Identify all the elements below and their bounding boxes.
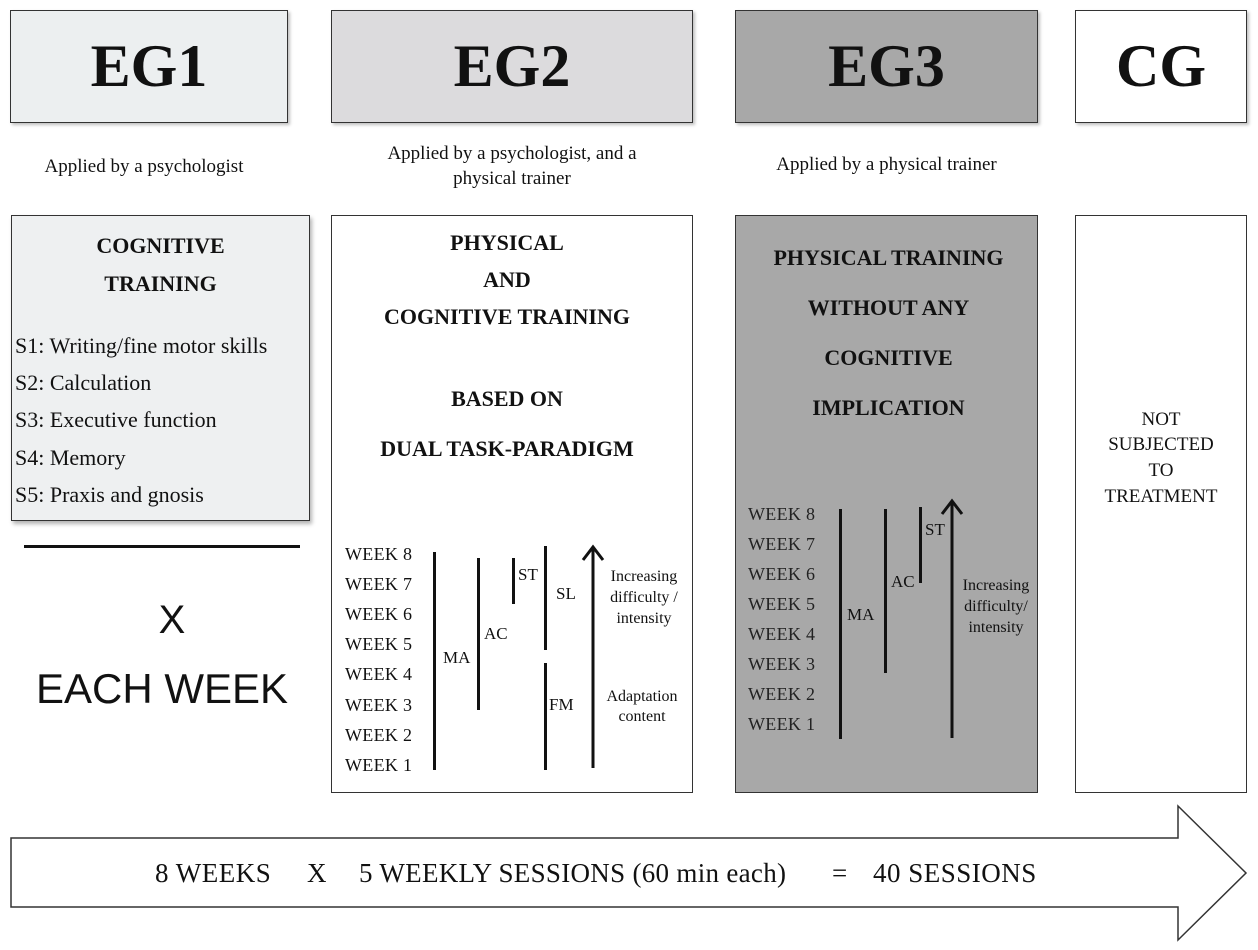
eg2-week-2: WEEK 2 [345,725,413,745]
eg3-note-line3: intensity [968,619,1024,636]
footer-times: X [307,858,327,888]
eg3-title-line4: IMPLICATION [812,395,965,420]
eg1-frequency: EACH WEEK [35,665,289,712]
eg3-st-label: ST [925,520,945,539]
eg2-sl-bar [544,546,547,650]
eg1-title-line1: COGNITIVE [96,233,225,258]
footer-sessions: 5 WEEKLY SESSIONS (60 min each) [359,858,787,888]
eg3-applied-by: Applied by a physical trainer [776,154,997,175]
eg2-week-8: WEEK 8 [345,544,413,564]
eg1-session-2: S2: Calculation [15,370,152,395]
eg2-applied-by-line1: Applied by a psychologist, and a [387,143,637,164]
eg2-header-label: EG2 [453,33,571,99]
eg2-week-6: WEEK 6 [345,604,413,624]
eg2-training-box: PHYSICAL AND COGNITIVE TRAINING BASED ON… [331,215,693,793]
eg3-ac-bar [884,509,887,673]
eg3-week-3: WEEK 3 [748,654,816,674]
eg2-ac-label: AC [484,624,508,643]
eg1-session-5: S5: Praxis and gnosis [15,482,204,507]
eg2-applied-by-line2: physical trainer [453,168,571,189]
eg1-multiplier: X [158,598,186,642]
timeline-arrow [10,804,1248,942]
eg1-session-1: S1: Writing/fine motor skills [15,333,268,358]
eg1-training-box: COGNITIVE TRAINING S1: Writing/fine moto… [11,215,310,521]
eg2-title-line4: BASED ON [451,386,563,411]
eg1-divider [24,545,300,548]
cg-header: CG [1075,10,1247,123]
eg2-title-line2: AND [483,267,531,292]
eg2-week-3: WEEK 3 [345,695,413,715]
eg3-ma-label: MA [847,605,875,624]
eg3-week-8: WEEK 8 [748,504,816,524]
eg2-header: EG2 [331,10,693,123]
eg3-note-line2: difficulty/ [964,598,1028,615]
eg2-note-increasing-line1: Increasing [610,568,678,585]
eg3-header: EG3 [735,10,1038,123]
eg1-applied-by: Applied by a psychologist [44,156,244,177]
footer-equals: = [832,858,848,888]
eg2-note-increasing-line2: difficulty / [610,589,678,606]
eg2-progress-arrow [581,544,605,768]
eg3-title-line3: COGNITIVE [824,345,953,370]
eg3-note-line1: Increasing [962,577,1030,594]
cg-text-line4: TREATMENT [1104,486,1218,507]
eg2-title-line5: DUAL TASK-PARADIGM [380,436,634,461]
cg-text-line1: NOT [1141,409,1181,430]
cg-box: NOT SUBJECTED TO TREATMENT [1075,215,1247,793]
eg1-header-label: EG1 [90,33,208,99]
eg3-week-7: WEEK 7 [748,534,816,554]
eg3-week-5: WEEK 5 [748,594,816,614]
eg1-title-line2: TRAINING [104,271,217,296]
eg2-week-4: WEEK 4 [345,664,413,684]
eg2-st-bar [512,558,515,604]
footer-total: 40 SESSIONS [873,858,1037,888]
eg3-header-label: EG3 [828,33,945,99]
eg2-st-label: ST [518,565,538,584]
eg2-ma-label: MA [443,648,471,667]
eg3-ac-label: AC [891,572,915,591]
eg2-week-7: WEEK 7 [345,574,413,594]
eg2-ac-bar [477,558,480,710]
eg1-session-3: S3: Executive function [15,407,217,432]
eg3-training-box: PHYSICAL TRAINING WITHOUT ANY COGNITIVE … [735,215,1038,793]
eg3-week-2: WEEK 2 [748,684,816,704]
eg2-title-line1: PHYSICAL [450,230,564,255]
eg1-session-4: S4: Memory [15,445,126,470]
eg2-fm-bar [544,663,547,770]
eg3-ma-bar [839,509,842,739]
eg3-title-line2: WITHOUT ANY [807,295,970,320]
eg3-st-bar [919,507,922,583]
eg2-note-adaptation-line1: Adaptation [606,688,678,705]
eg2-sl-label: SL [556,584,576,603]
cg-header-label: CG [1116,33,1206,99]
eg2-title-line3: COGNITIVE TRAINING [384,304,630,329]
cg-text-line2: SUBJECTED [1108,434,1214,455]
eg3-week-6: WEEK 6 [748,564,816,584]
eg3-week-1: WEEK 1 [748,714,816,734]
cg-text-line3: TO [1148,460,1174,481]
eg2-ma-bar [433,552,436,770]
eg3-progress-arrow [940,498,964,738]
eg3-title-line1: PHYSICAL TRAINING [773,245,1004,270]
eg1-header: EG1 [10,10,288,123]
eg2-note-adaptation-line2: content [618,708,666,725]
footer-weeks: 8 WEEKS [155,858,272,888]
eg2-fm-label: FM [549,695,574,714]
eg2-note-increasing-line3: intensity [616,610,672,627]
eg2-week-1: WEEK 1 [345,755,413,775]
eg3-week-4: WEEK 4 [748,624,816,644]
eg2-week-5: WEEK 5 [345,634,413,654]
